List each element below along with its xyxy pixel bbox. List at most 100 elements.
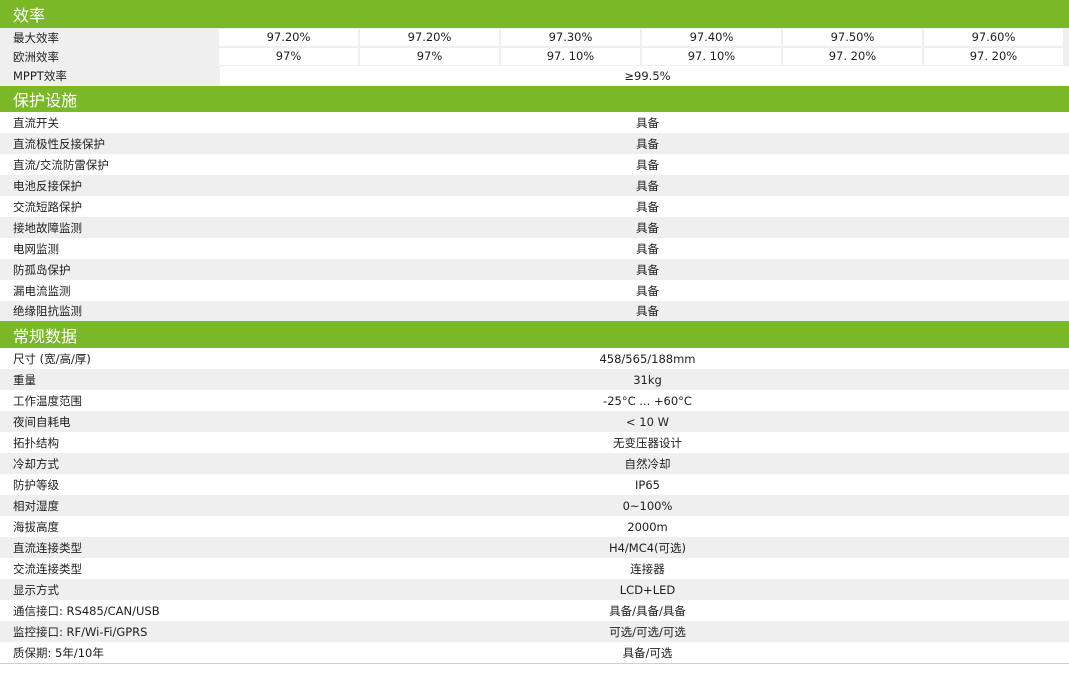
row-value: LCD+LED	[619, 582, 676, 597]
row-value: 458/565/188mm	[599, 351, 696, 366]
table-row: 尺寸 (宽/高/厚) 458/565/188mm	[0, 348, 1069, 369]
table-row: 绝缘阻抗监测 具备	[0, 301, 1069, 321]
row-value: -25°C ... +60°C	[603, 393, 692, 408]
table-row: 接地故障监测 具备	[0, 217, 1069, 238]
row-value: 2000m	[627, 519, 668, 534]
table-row: 工作温度范围 -25°C ... +60°C	[0, 390, 1069, 411]
value-cell: 97. 20%	[924, 48, 1063, 65]
table-row: 海拔高度 2000m	[0, 516, 1069, 537]
row-label: 质保期: 5年/10年	[13, 645, 104, 660]
value-cell: 97. 10%	[501, 48, 640, 65]
row-label: 电网监测	[13, 241, 59, 256]
row-label: 尺寸 (宽/高/厚)	[13, 351, 91, 366]
row-label: 直流极性反接保护	[13, 136, 105, 151]
protection-table: 直流开关 具备 直流极性反接保护 具备 直流/交流防雷保护 具备 电池反接保护 具备 交…	[0, 112, 1069, 321]
row-label: 相对湿度	[13, 498, 59, 513]
row-value: 具备	[636, 178, 659, 193]
table-row: 显示方式 LCD+LED	[0, 579, 1069, 600]
row-value: 具备	[636, 262, 659, 277]
row-label: 欧洲效率	[13, 49, 59, 64]
row-label: 夜间自耗电	[13, 414, 71, 429]
value-cell: 97.20%	[219, 29, 358, 46]
table-row: 交流连接类型 连接器	[0, 558, 1069, 579]
bottom-divider	[0, 663, 1069, 664]
table-row: 直流开关 具备	[0, 112, 1069, 133]
row-value: 具备	[636, 283, 659, 298]
row-value: 自然冷却	[624, 456, 671, 471]
row-label: 接地故障监测	[13, 220, 82, 235]
row-label: 绝缘阻抗监测	[13, 304, 82, 318]
section-header-efficiency: 效率	[0, 0, 1069, 28]
section-title: 效率	[13, 6, 46, 25]
row-value: 31kg	[633, 372, 662, 387]
row-value: 具备	[636, 115, 659, 130]
table-row: 直流/交流防雷保护 具备	[0, 154, 1069, 175]
table-row: 漏电流监测 具备	[0, 280, 1069, 301]
row-value: 0~100%	[622, 498, 673, 513]
row-value: 具备/具备/具备	[609, 603, 686, 618]
row-label: 直流连接类型	[13, 540, 82, 555]
table-row: 监控接口: RF/Wi-Fi/GPRS 可选/可选/可选	[0, 621, 1069, 642]
row-label: 交流短路保护	[13, 199, 82, 214]
value-cell: 97.40%	[642, 29, 781, 46]
section-header-general: 常规数据	[0, 321, 1069, 348]
row-label: 防孤岛保护	[13, 262, 71, 277]
row-label: 漏电流监测	[13, 283, 71, 298]
value-cell: 97.50%	[783, 29, 922, 46]
row-value: ≥99.5%	[624, 69, 671, 83]
table-row: 防护等级 IP65	[0, 474, 1069, 495]
value-cell: 97.30%	[501, 29, 640, 46]
row-value: 连接器	[630, 561, 665, 576]
table-row: 交流短路保护 具备	[0, 196, 1069, 217]
row-value: 可选/可选/可选	[609, 624, 686, 639]
row-value: 具备	[636, 157, 659, 172]
row-value: 具备	[636, 220, 659, 235]
row-label: 防护等级	[13, 477, 59, 492]
row-value: 具备	[636, 241, 659, 256]
row-label: 直流/交流防雷保护	[13, 157, 109, 172]
row-label: 最大效率	[13, 30, 59, 45]
value-cell: 97.20%	[360, 29, 499, 46]
row-value: H4/MC4(可选)	[608, 540, 687, 555]
table-row: 冷却方式 自然冷却	[0, 453, 1069, 474]
table-row: 直流连接类型 H4/MC4(可选)	[0, 537, 1069, 558]
row-value: < 10 W	[626, 414, 669, 429]
row-value: IP65	[635, 477, 660, 492]
value-cell: 97.60%	[924, 29, 1063, 46]
table-row: 夜间自耗电 < 10 W	[0, 411, 1069, 432]
row-label: 监控接口: RF/Wi-Fi/GPRS	[13, 624, 148, 639]
section-title: 保护设施	[13, 91, 78, 110]
row-label: 海拔高度	[13, 519, 59, 534]
row-label: 工作温度范围	[13, 393, 82, 408]
table-row: 直流极性反接保护 具备	[0, 133, 1069, 154]
row-label: 冷却方式	[13, 456, 59, 471]
row-label: MPPT效率	[0, 66, 220, 86]
row-label: 电池反接保护	[13, 178, 82, 193]
row-label: 通信接口: RS485/CAN/USB	[13, 603, 160, 618]
table-row: 重量 31kg	[0, 369, 1069, 390]
value-cell: 97%	[219, 48, 358, 65]
mppt-efficiency-row: MPPT效率 ≥99.5%	[0, 66, 1069, 86]
table-row: 防孤岛保护 具备	[0, 259, 1069, 280]
table-row: 电池反接保护 具备	[0, 175, 1069, 196]
table-row: 拓扑结构 无变压器设计	[0, 432, 1069, 453]
section-header-protection: 保护设施	[0, 86, 1069, 112]
row-label: 显示方式	[13, 582, 59, 597]
row-label: 交流连接类型	[13, 561, 82, 576]
section-title: 常规数据	[13, 326, 78, 346]
row-label: 拓扑结构	[13, 435, 59, 450]
row-value: 无变压器设计	[613, 435, 682, 450]
value-cell: 97. 10%	[642, 48, 781, 65]
table-row: 质保期: 5年/10年 具备/可选	[0, 642, 1069, 663]
row-value: 具备	[636, 136, 659, 151]
table-row: 通信接口: RS485/CAN/USB 具备/具备/具备	[0, 600, 1069, 621]
value-cell: 97. 20%	[783, 48, 922, 65]
row-value: 具备	[636, 304, 659, 318]
table-row: 电网监测 具备	[0, 238, 1069, 259]
max-efficiency-row: 最大效率 97.20% 97.20% 97.30% 97.40% 97.50% …	[0, 28, 1069, 47]
table-row: 相对湿度 0~100%	[0, 495, 1069, 516]
value-cell: 97%	[360, 48, 499, 65]
general-table: 尺寸 (宽/高/厚) 458/565/188mm 重量 31kg 工作温度范围 -25…	[0, 348, 1069, 663]
row-value: 具备	[636, 199, 659, 214]
